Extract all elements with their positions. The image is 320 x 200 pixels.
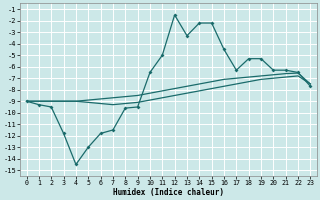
X-axis label: Humidex (Indice chaleur): Humidex (Indice chaleur) <box>113 188 224 197</box>
